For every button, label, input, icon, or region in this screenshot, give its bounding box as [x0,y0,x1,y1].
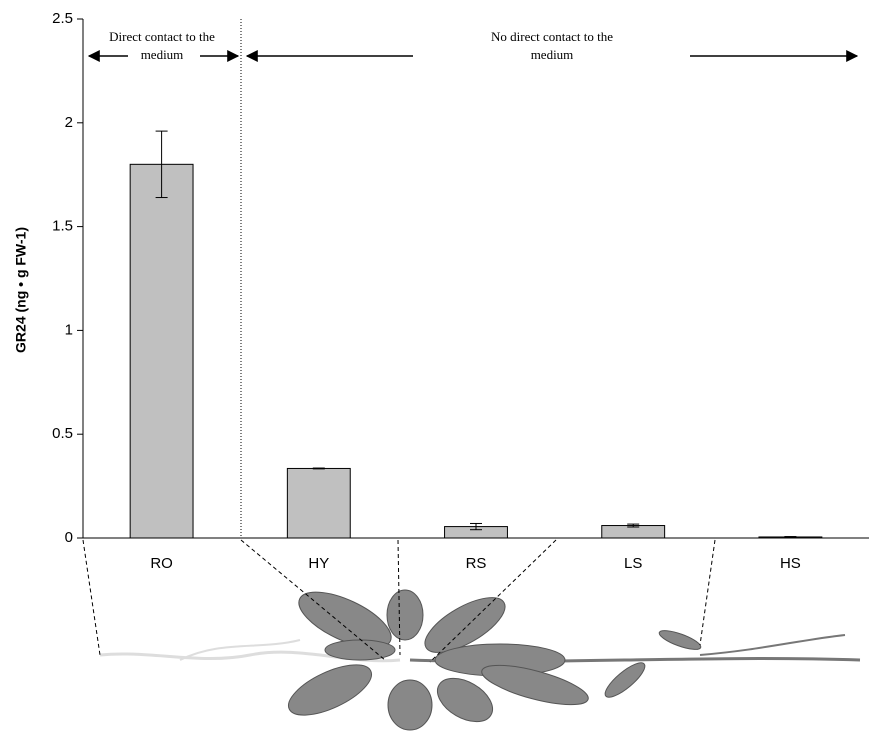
x-tick-label: HS [780,555,801,572]
x-tick-label: LS [624,555,642,572]
x-tick-label: HY [308,555,329,572]
annotation: No direct contact to the [491,29,613,44]
y-tick-label: 1 [65,321,73,338]
annotation: Direct contact to the [109,29,215,44]
error-bar [784,537,796,538]
x-tick-label: RS [466,555,487,572]
error-bar [313,468,325,469]
plant-illustration [100,581,860,731]
x-tick-label: RO [150,555,173,572]
y-axis-label: GR24 (ng • g FW-1) [13,227,29,353]
annotation: medium [531,47,574,62]
y-tick-label: 2.5 [52,10,73,27]
bar [287,468,350,538]
y-tick-label: 0.5 [52,425,73,442]
chart: GR24 (ng • g FW-1) Direct contact to the… [0,0,869,735]
y-tick-label: 0 [65,529,73,546]
y-tick-label: 2 [65,114,73,131]
annotation: medium [141,47,184,62]
y-tick-label: 1.5 [52,218,73,235]
bar [130,164,193,538]
